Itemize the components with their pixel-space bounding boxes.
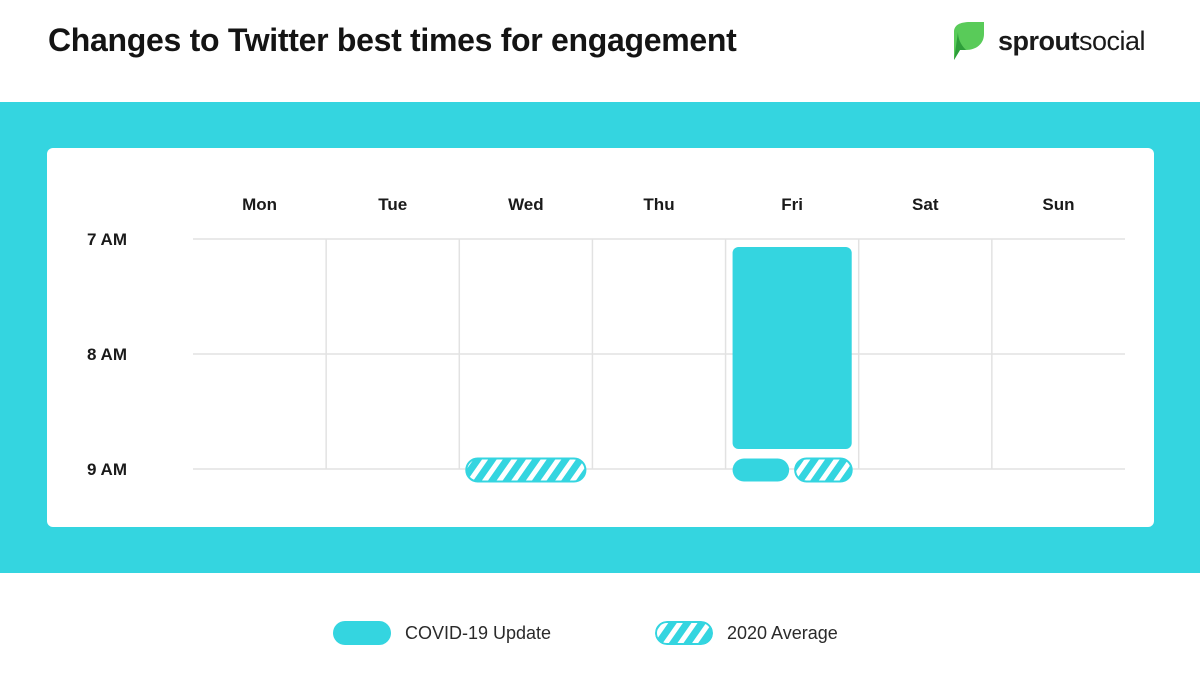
- day-label: Sat: [912, 195, 939, 214]
- day-label: Mon: [242, 195, 277, 214]
- hour-label: 8 AM: [87, 345, 127, 364]
- page-title: Changes to Twitter best times for engage…: [48, 22, 737, 58]
- average-mark-fri: [794, 457, 853, 483]
- legend-label-covid: COVID-19 Update: [405, 622, 552, 643]
- schedule-chart: 7 AM 8 AM 9 AM Mon Tue Wed Thu Fri Sat Sun: [87, 195, 1125, 483]
- chart-card: 7 AM 8 AM 9 AM Mon Tue Wed Thu Fri Sat Sun: [47, 148, 1154, 527]
- covid-mark-fri: [732, 247, 852, 449]
- legend-item-covid: COVID-19 Update: [333, 620, 551, 646]
- brand: sproutsocial: [950, 20, 1146, 62]
- day-label: Tue: [378, 195, 407, 214]
- brand-name-bold: sprout: [998, 25, 1080, 56]
- average-mark-wed: [465, 457, 587, 483]
- brand-name-regular: social: [1079, 25, 1146, 56]
- day-label: Fri: [781, 195, 803, 214]
- brand-name: sproutsocial: [998, 25, 1146, 57]
- legend-item-average: 2020 Average: [655, 620, 838, 646]
- day-label: Thu: [643, 195, 674, 214]
- legend-label-average: 2020 Average: [727, 622, 838, 643]
- legend-swatch-striped: [655, 621, 713, 645]
- sprout-leaf-icon: [954, 22, 984, 60]
- legend: COVID-19 Update 2020 Average: [0, 620, 1200, 646]
- hour-label: 9 AM: [87, 460, 127, 479]
- day-label: Sun: [1042, 195, 1074, 214]
- day-label: Wed: [508, 195, 544, 214]
- covid-mark-fri: [732, 458, 790, 482]
- hour-label: 7 AM: [87, 230, 127, 249]
- legend-swatch-solid: [333, 621, 391, 645]
- header: Changes to Twitter best times for engage…: [0, 0, 1200, 102]
